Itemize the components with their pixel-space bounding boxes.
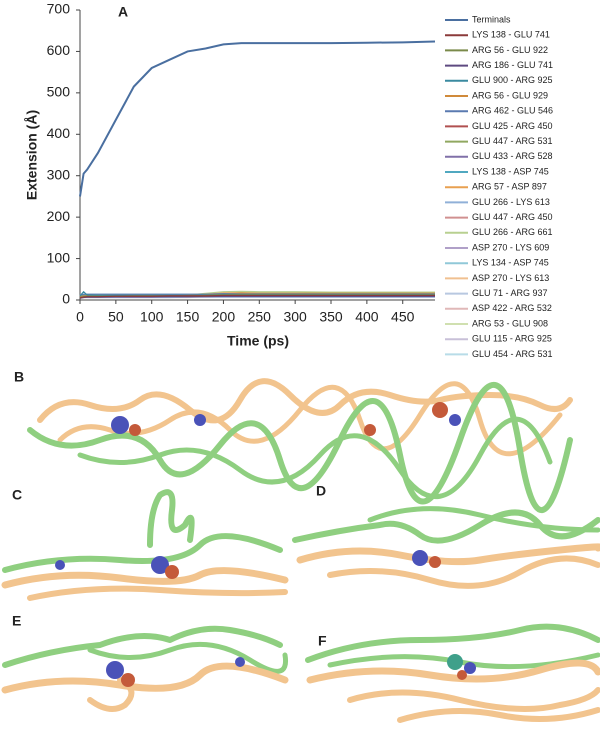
- x-tick-label: 100: [140, 309, 164, 325]
- protein-structure: [1, 489, 289, 601]
- x-tick-label: 50: [108, 309, 124, 325]
- panel-label: C: [12, 487, 22, 503]
- legend-label: GLU 266 - ARG 661: [472, 227, 553, 237]
- x-tick-label: 200: [212, 309, 236, 325]
- panel-label: A: [118, 4, 128, 20]
- legend-label: GLU 447 - ARG 531: [472, 136, 553, 146]
- x-tick-label: 0: [76, 309, 84, 325]
- legend-label: GLU 454 - ARG 531: [472, 349, 553, 359]
- y-tick-label: 600: [47, 42, 71, 58]
- x-tick-label: 350: [319, 309, 343, 325]
- legend-label: LYS 138 - GLU 741: [472, 30, 550, 40]
- y-tick-label: 300: [47, 166, 71, 182]
- series-line: [79, 294, 435, 299]
- y-tick-label: 400: [47, 125, 71, 141]
- protein-structure: [1, 625, 289, 712]
- legend-label: ARG 462 - GLU 546: [472, 106, 553, 116]
- panel-label: B: [14, 369, 24, 385]
- legend-label: Terminals: [472, 14, 511, 24]
- x-tick-label: 450: [391, 309, 415, 325]
- legend-label: GLU 266 - LYS 613: [472, 197, 550, 207]
- x-tick-label: 250: [248, 309, 272, 325]
- protein-structure: [305, 623, 600, 723]
- panel-label: D: [316, 483, 326, 499]
- y-tick-label: 0: [62, 291, 70, 307]
- panel-label: E: [12, 613, 21, 629]
- legend-label: GLU 425 - ARG 450: [472, 121, 553, 131]
- protein-structure: [292, 506, 600, 589]
- x-tick-label: 400: [355, 309, 379, 325]
- y-axis-label: Extension (Å): [24, 110, 40, 200]
- y-tick-label: 500: [47, 84, 71, 100]
- y-tick-label: 200: [47, 208, 71, 224]
- legend-label: GLU 115 - ARG 925: [472, 334, 552, 344]
- legend-label: LYS 134 - ASP 745: [472, 258, 549, 268]
- legend-label: GLU 900 - ARG 925: [472, 75, 553, 85]
- legend-label: ASP 270 - LYS 613: [472, 273, 549, 283]
- legend-label: LYS 138 - ASP 745: [472, 166, 549, 176]
- legend-label: GLU 433 - ARG 528: [472, 151, 553, 161]
- y-tick-label: 100: [47, 249, 71, 265]
- legend-label: ARG 186 - GLU 741: [472, 60, 553, 70]
- legend-label: ARG 56 - GLU 922: [472, 45, 548, 55]
- x-tick-label: 150: [176, 309, 200, 325]
- legend-label: ASP 422 - ARG 532: [472, 303, 552, 313]
- legend-label: ASP 270 - LYS 609: [472, 242, 549, 252]
- legend-label: GLU 71 - ARG 937: [472, 288, 548, 298]
- x-tick-label: 300: [283, 309, 307, 325]
- legend-label: ARG 53 - GLU 908: [472, 318, 548, 328]
- protein-structure: [27, 378, 573, 513]
- legend-label: GLU 447 - ARG 450: [472, 212, 553, 222]
- panel-label: F: [318, 633, 327, 649]
- legend-label: ARG 56 - GLU 929: [472, 90, 548, 100]
- x-axis-label: Time (ps): [227, 333, 289, 349]
- series-line: [79, 40, 436, 197]
- y-tick-label: 700: [47, 1, 71, 17]
- legend-label: ARG 57 - ASP 897: [472, 182, 547, 192]
